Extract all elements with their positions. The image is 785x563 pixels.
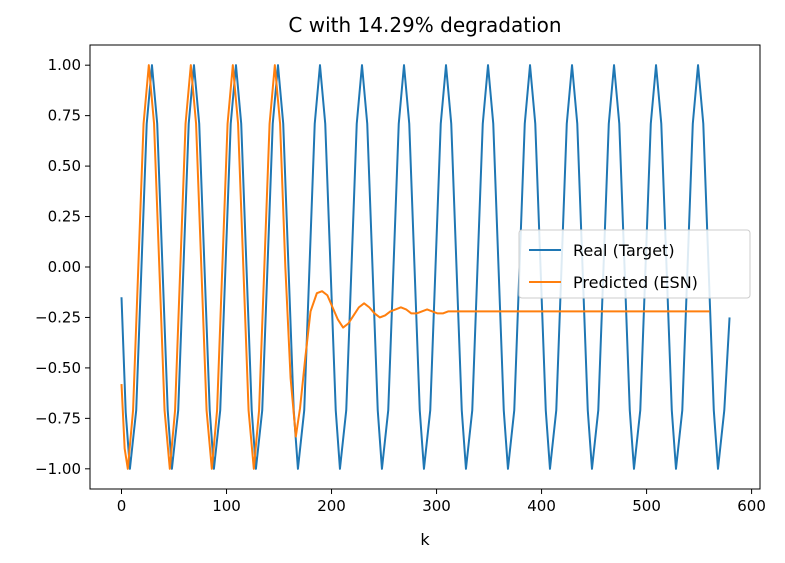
x-tick-label: 400 [527, 497, 556, 515]
y-tick-label: 1.00 [48, 56, 81, 74]
chart-title: C with 14.29% degradation [288, 13, 561, 37]
y-tick-label: −1.00 [35, 460, 81, 478]
legend-box [518, 229, 751, 299]
x-axis-label: k [420, 530, 430, 549]
y-tick-label: −0.25 [35, 308, 81, 326]
y-tick-label: −0.75 [35, 409, 81, 427]
plot-area [120, 64, 731, 470]
y-tick-label: −0.50 [35, 359, 81, 377]
x-tick-label: 0 [117, 497, 127, 515]
y-tick-label: 0.00 [48, 258, 81, 276]
series-line-2 [120, 64, 710, 470]
y-tick-label: 0.25 [48, 208, 81, 226]
y-tick-label: 0.50 [48, 157, 81, 175]
legend-label-1: Real (Target) [573, 241, 675, 260]
legend: Real (Target) Predicted (ESN) [518, 229, 751, 299]
x-tick-label: 100 [212, 497, 241, 515]
x-tick-label: 200 [317, 497, 346, 515]
x-tick-label: 300 [422, 497, 451, 515]
series-line-1 [120, 64, 731, 470]
y-tick-label: 0.75 [48, 107, 81, 125]
x-tick-label: 500 [632, 497, 661, 515]
legend-label-2: Predicted (ESN) [573, 273, 698, 292]
x-tick-label: 600 [737, 497, 766, 515]
x-axis: 0 100 200 300 400 500 600 [117, 489, 766, 515]
y-axis: −1.00 −0.75 −0.50 −0.25 0.00 0.25 0.50 0.75 1.00 [35, 56, 90, 478]
